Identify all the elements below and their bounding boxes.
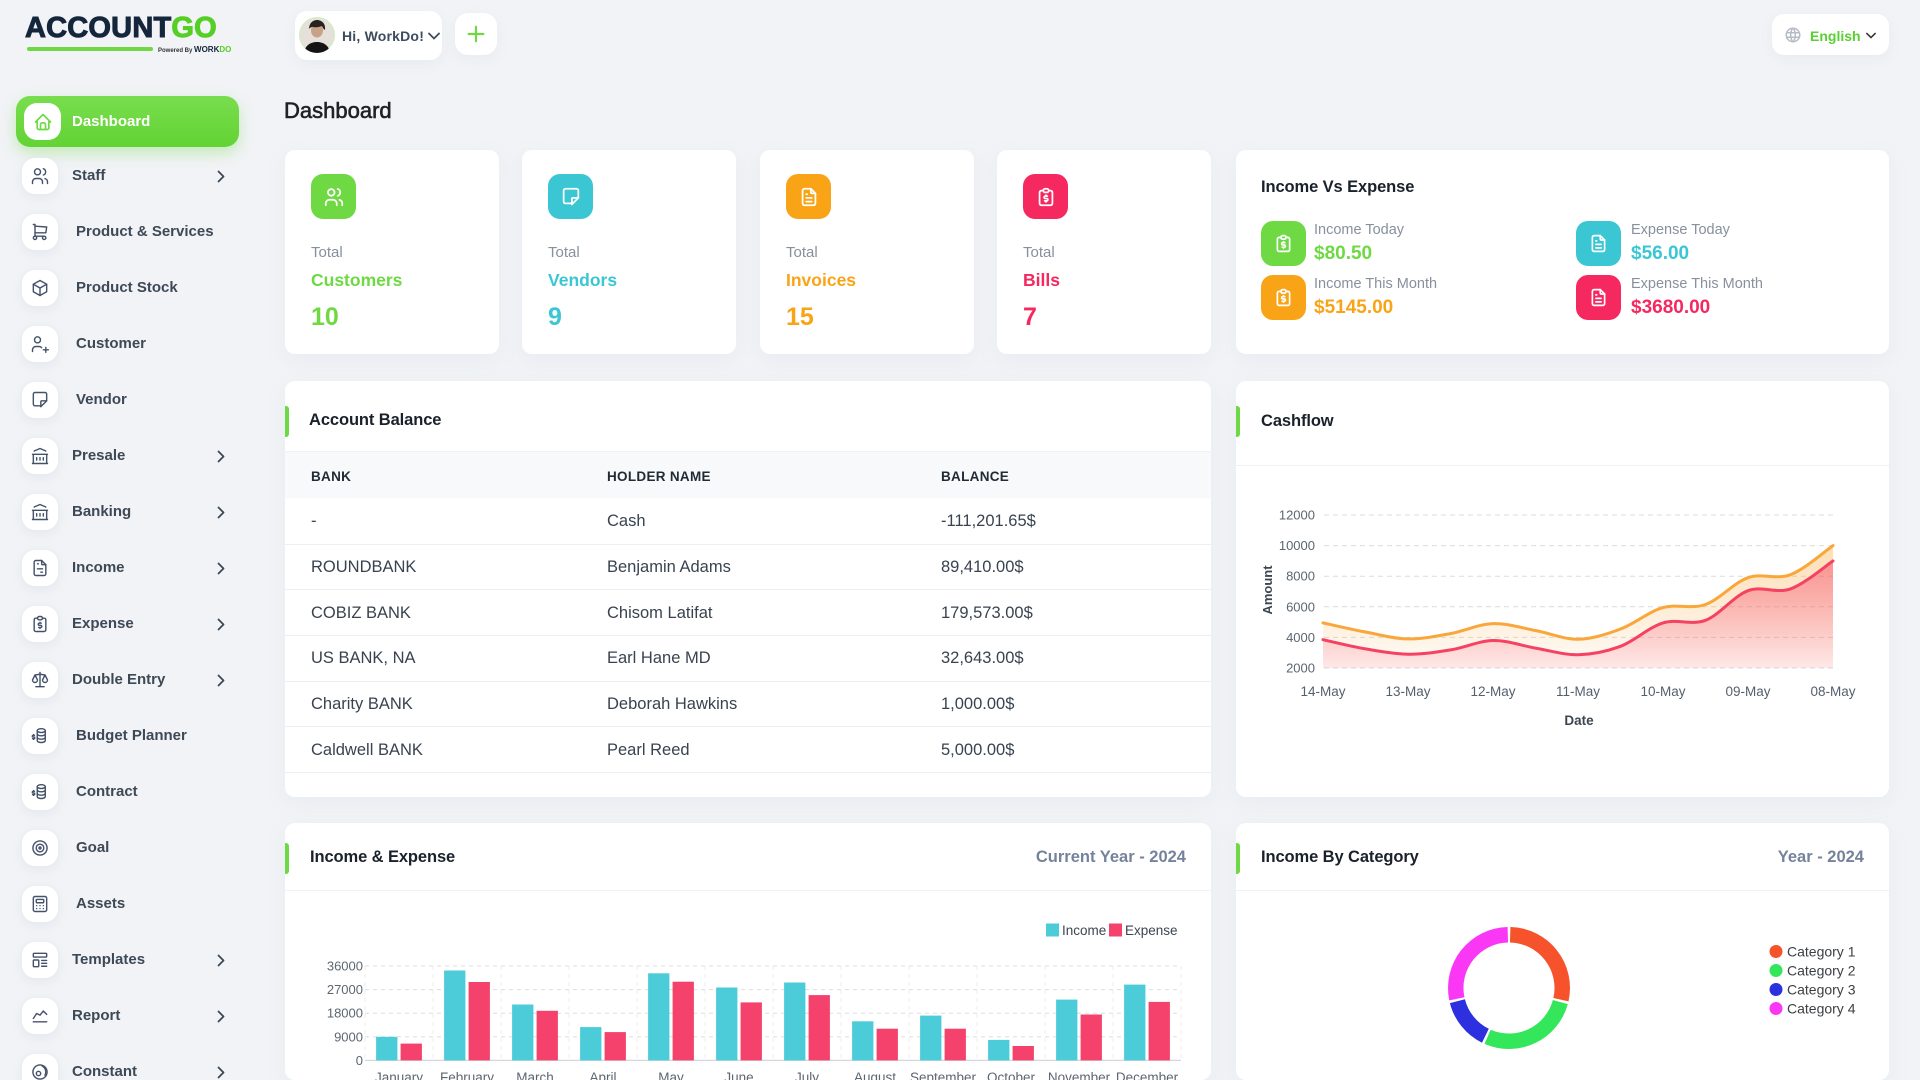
svg-text:Amount: Amount [1260, 565, 1275, 615]
svg-text:Date: Date [1564, 713, 1594, 728]
svg-text:12-May: 12-May [1470, 684, 1515, 699]
svg-text:8000: 8000 [1286, 569, 1315, 584]
svg-text:6000: 6000 [1286, 599, 1315, 614]
svg-text:Expense: Expense [1125, 923, 1178, 938]
svg-text:14-May: 14-May [1300, 684, 1345, 699]
svg-text:Income: Income [1062, 923, 1106, 938]
svg-text:March: March [516, 1070, 554, 1080]
svg-text:09-May: 09-May [1725, 684, 1770, 699]
svg-text:10000: 10000 [1279, 538, 1315, 553]
svg-text:12000: 12000 [1279, 508, 1315, 523]
svg-text:Category 4: Category 4 [1787, 1001, 1856, 1017]
svg-text:June: June [724, 1070, 753, 1080]
svg-text:2000: 2000 [1286, 661, 1315, 676]
svg-text:July: July [795, 1070, 819, 1080]
svg-text:August: August [854, 1070, 896, 1080]
svg-text:September: September [910, 1070, 977, 1080]
svg-text:36000: 36000 [327, 959, 363, 974]
svg-text:January: January [375, 1070, 423, 1080]
svg-text:10-May: 10-May [1640, 684, 1685, 699]
svg-text:27000: 27000 [327, 982, 363, 997]
svg-text:4000: 4000 [1286, 630, 1315, 645]
svg-text:08-May: 08-May [1810, 684, 1855, 699]
svg-text:October: October [987, 1070, 1036, 1080]
svg-text:0: 0 [356, 1053, 363, 1068]
svg-text:13-May: 13-May [1385, 684, 1430, 699]
svg-text:February: February [440, 1070, 494, 1080]
svg-text:Category 2: Category 2 [1787, 963, 1856, 979]
svg-text:9000: 9000 [334, 1029, 363, 1044]
svg-text:May: May [658, 1070, 684, 1080]
svg-text:December: December [1116, 1070, 1179, 1080]
svg-text:18000: 18000 [327, 1006, 363, 1021]
svg-text:April: April [589, 1070, 616, 1080]
svg-text:11-May: 11-May [1556, 684, 1600, 699]
svg-text:November: November [1048, 1070, 1111, 1080]
svg-text:Category 1: Category 1 [1787, 944, 1856, 960]
svg-text:Category 3: Category 3 [1787, 982, 1856, 998]
